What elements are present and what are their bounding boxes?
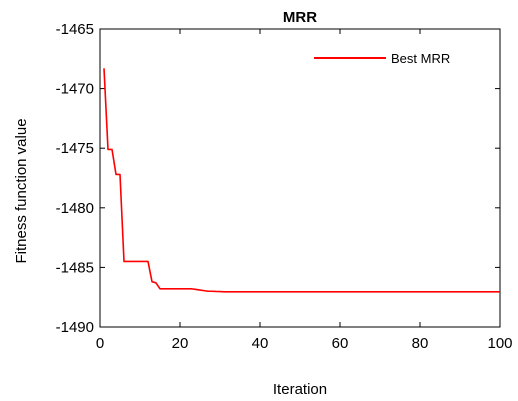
y-tick-label: -1485 [56,259,94,276]
x-tick-label: 100 [487,335,512,352]
y-tick-label: -1490 [56,319,94,336]
x-tick-label: 40 [252,335,269,352]
x-tick-label: 60 [332,335,349,352]
plot-area: -1465 -1470 -1475 -1480 -1485 -1490 0 20 40 60 80… [56,21,513,352]
y-tick-label: -1480 [56,200,94,217]
y-axis: -1465 -1470 -1475 -1480 -1485 -1490 [56,21,500,336]
x-tick-label: 80 [412,335,429,352]
y-tick-label: -1470 [56,81,94,98]
y-tick-label: -1475 [56,140,94,157]
series-line-0 [103,68,500,293]
series-group [103,68,500,293]
axes-box [99,28,501,328]
x-axis: 0 20 40 60 80 100 [96,29,513,352]
y-axis-title: Fitness function value [13,118,30,263]
legend-label: Best MRR [391,51,450,66]
y-tick-label: -1465 [56,21,94,38]
chart-title: MRR [283,9,317,26]
x-tick-label: 20 [172,335,189,352]
legend: Best MRR [308,45,480,71]
x-tick-label: 0 [96,335,104,352]
x-axis-title: Iteration [273,381,327,398]
